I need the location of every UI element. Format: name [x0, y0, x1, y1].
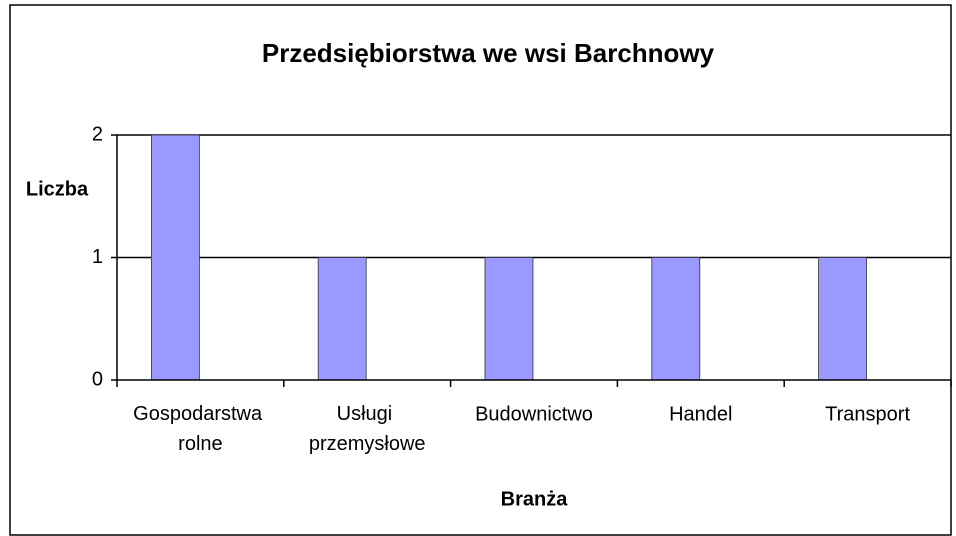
x-tick-label: Budownictwo: [475, 403, 593, 425]
y-tick-label: 0: [92, 368, 103, 390]
y-axis-label: Liczba: [26, 178, 89, 200]
bar: [150, 134, 200, 381]
bar: [484, 257, 534, 381]
bar: [818, 257, 867, 381]
y-tick-label: 1: [92, 246, 103, 268]
y-tick-label: 2: [92, 123, 103, 145]
x-tick-label: Gospodarstwa rolne: [133, 403, 268, 455]
x-axis-label: Branża: [501, 488, 569, 510]
bar: [317, 257, 367, 381]
x-tick-label: Usługi przemysłowe: [309, 403, 426, 455]
x-tick-label: Handel: [669, 403, 732, 425]
chart-title: Przedsiębiorstwa we wsi Barchnowy: [262, 38, 715, 68]
bar: [651, 257, 701, 381]
x-tick-label: Transport: [825, 403, 910, 425]
